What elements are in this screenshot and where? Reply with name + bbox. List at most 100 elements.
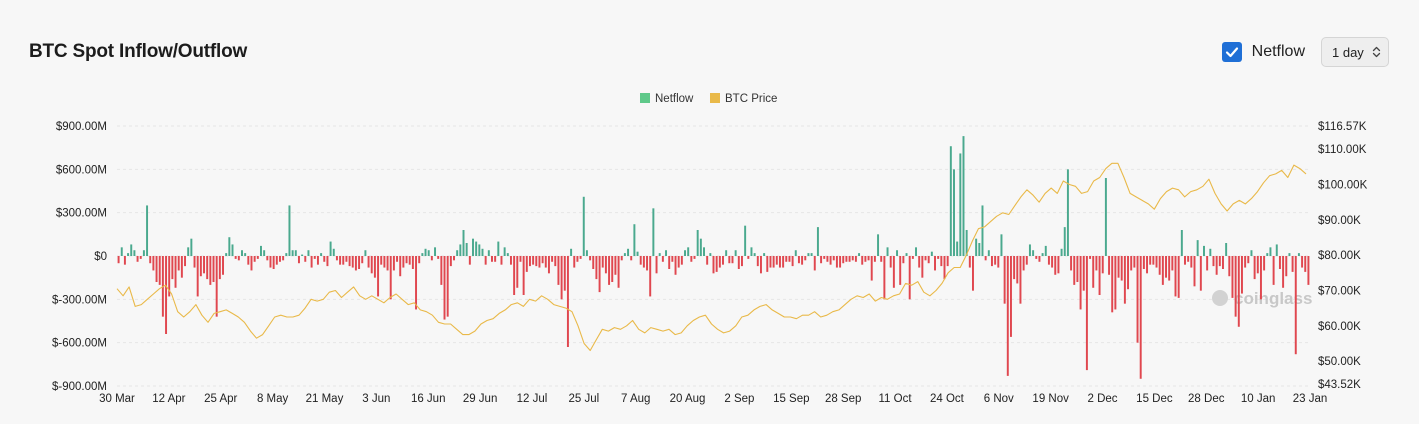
netflow-bar bbox=[709, 253, 712, 256]
netflow-bar bbox=[1231, 256, 1234, 298]
netflow-bar bbox=[1009, 256, 1012, 337]
netflow-bar bbox=[307, 250, 310, 256]
netflow-bar bbox=[532, 256, 535, 265]
netflow-bar bbox=[639, 256, 642, 265]
netflow-bar bbox=[829, 256, 832, 265]
netflow-bar bbox=[769, 256, 772, 268]
netflow-bar bbox=[1244, 256, 1247, 268]
netflow-bar bbox=[146, 205, 149, 256]
netflow-bar bbox=[1022, 256, 1025, 271]
netflow-bar bbox=[1149, 256, 1152, 265]
netflow-bar bbox=[839, 256, 842, 268]
x-axis-tick-label: 23 Jan bbox=[1293, 393, 1328, 405]
netflow-bar bbox=[614, 256, 617, 275]
netflow-bar bbox=[611, 256, 614, 282]
netflow-bar bbox=[142, 250, 145, 256]
netflow-bar bbox=[633, 224, 636, 256]
netflow-bar bbox=[649, 256, 652, 297]
netflow-bar bbox=[228, 237, 231, 256]
netflow-bar bbox=[1104, 178, 1107, 256]
netflow-bar bbox=[1247, 256, 1250, 264]
netflow-bar bbox=[858, 253, 861, 256]
netflow-bar bbox=[1304, 256, 1307, 272]
netflow-bar bbox=[835, 256, 838, 268]
netflow-bar bbox=[1044, 245, 1047, 256]
netflow-bar bbox=[551, 256, 554, 262]
netflow-bar bbox=[190, 238, 193, 256]
netflow-bar bbox=[1025, 256, 1028, 265]
netflow-bar bbox=[1256, 256, 1259, 274]
netflow-bar bbox=[984, 256, 987, 261]
netflow-bar bbox=[133, 250, 136, 256]
netflow-bar bbox=[1193, 256, 1196, 287]
netflow-bar bbox=[180, 256, 183, 278]
netflow-bar bbox=[437, 256, 440, 259]
netflow-bar bbox=[367, 256, 370, 268]
netflow-bar bbox=[658, 253, 661, 256]
coinglass-logo-icon bbox=[1212, 290, 1228, 306]
right-axis-tick-label: $116.57K bbox=[1318, 121, 1367, 133]
x-axis-tick-label: 7 Aug bbox=[621, 393, 650, 405]
netflow-bar bbox=[1196, 240, 1199, 256]
netflow-bar bbox=[690, 256, 693, 262]
netflow-bar bbox=[924, 256, 927, 261]
netflow-bar bbox=[975, 238, 978, 256]
netflow-bar bbox=[1000, 234, 1003, 256]
netflow-bar bbox=[646, 256, 649, 271]
netflow-bar bbox=[513, 256, 516, 295]
right-axis-tick-label: $60.00K bbox=[1318, 321, 1361, 333]
legend-swatch bbox=[640, 93, 650, 103]
netflow-bar bbox=[1278, 256, 1281, 269]
netflow-bar bbox=[405, 256, 408, 264]
netflow-bar bbox=[687, 247, 690, 256]
netflow-bar bbox=[1240, 256, 1243, 294]
netflow-bar bbox=[516, 256, 519, 288]
netflow-bar bbox=[848, 256, 851, 262]
netflow-bar bbox=[1114, 256, 1117, 310]
netflow-bar bbox=[1187, 256, 1190, 262]
netflow-bar bbox=[883, 256, 886, 300]
interval-select[interactable]: 1 day bbox=[1321, 37, 1389, 67]
netflow-bar bbox=[851, 256, 854, 261]
netflow-bar bbox=[563, 256, 566, 291]
netflow-bar bbox=[934, 256, 936, 271]
left-axis-tick-label: $-600.00M bbox=[52, 338, 107, 350]
netflow-bar bbox=[880, 256, 883, 262]
netflow-bar bbox=[1158, 256, 1161, 275]
netflow-bar bbox=[358, 256, 361, 269]
netflow-bar bbox=[1013, 256, 1016, 280]
netflow-bar bbox=[250, 256, 253, 271]
netflow-bar bbox=[623, 253, 626, 256]
netflow-bar bbox=[1282, 256, 1285, 288]
netflow-bar bbox=[155, 256, 158, 282]
netflow-bars bbox=[117, 136, 1310, 379]
netflow-bar bbox=[842, 256, 845, 264]
netflow-bar bbox=[921, 256, 924, 278]
netflow-bar bbox=[1108, 256, 1111, 275]
netflow-bar bbox=[820, 256, 823, 264]
netflow-bar bbox=[668, 256, 671, 269]
netflow-bar bbox=[535, 256, 538, 267]
netflow-bar bbox=[1301, 256, 1304, 268]
netflow-bar bbox=[288, 205, 291, 256]
netflow-bar bbox=[775, 256, 778, 265]
netflow-bar bbox=[747, 256, 750, 259]
x-axis-tick-label: 11 Oct bbox=[879, 393, 913, 405]
netflow-bar bbox=[506, 253, 509, 256]
x-axis-tick-label: 20 Aug bbox=[670, 393, 706, 405]
netflow-bar bbox=[573, 256, 576, 268]
left-axis-tick-label: $0 bbox=[94, 251, 107, 263]
netflow-bar bbox=[1098, 256, 1101, 295]
netflow-checkbox[interactable] bbox=[1221, 42, 1242, 62]
netflow-bar bbox=[1130, 256, 1133, 271]
netflow-bar bbox=[1291, 256, 1294, 272]
netflow-bar bbox=[1073, 256, 1076, 285]
netflow-bar bbox=[791, 256, 794, 267]
right-axis-tick-label: $80.00K bbox=[1318, 250, 1361, 262]
netflow-bar bbox=[554, 256, 557, 267]
netflow-bar bbox=[763, 253, 766, 256]
netflow-bar bbox=[1051, 256, 1054, 268]
netflow-bar bbox=[218, 256, 221, 280]
netflow-bar bbox=[174, 256, 177, 288]
